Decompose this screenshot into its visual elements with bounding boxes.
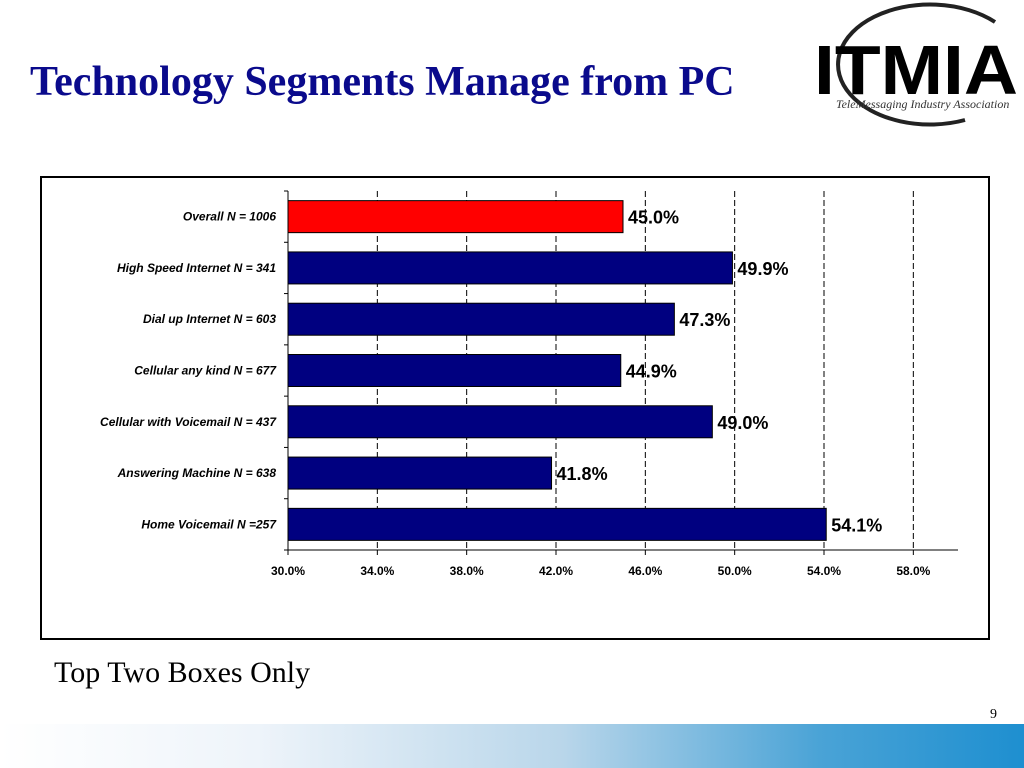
- bar: [287, 405, 713, 439]
- logo-swoosh: [836, 2, 997, 127]
- labels: Overall N = 1006 45.0% High Speed Internet…: [100, 208, 931, 578]
- bar: [287, 251, 733, 285]
- chart-frame: Overall N = 1006 45.0% High Speed Internet…: [40, 176, 990, 640]
- footnote: Top Two Boxes Only: [54, 656, 311, 689]
- category-label: Cellular with Voicemail N = 437: [100, 415, 277, 429]
- category-label: Dial up Internet N = 603: [143, 312, 276, 326]
- bar: [287, 354, 622, 387]
- bottom-gradient-band: [0, 724, 1024, 768]
- x-tick-label: 46.0%: [628, 564, 662, 578]
- x-tick-label: 54.0%: [807, 564, 841, 578]
- bar: [287, 200, 624, 234]
- x-tick-label: 58.0%: [896, 564, 930, 578]
- x-tick-label: 30.0%: [271, 564, 305, 578]
- x-tick-label: 42.0%: [539, 564, 573, 578]
- x-tick-label: 38.0%: [450, 564, 484, 578]
- data-label: 44.9%: [626, 362, 677, 382]
- x-tick-label: 50.0%: [718, 564, 752, 578]
- itmia-logo: ITMIA TeleMessaging Industry Association: [814, 2, 1018, 127]
- bar-chart: Overall N = 1006 45.0% High Speed Internet…: [100, 190, 958, 578]
- x-tick-label: 34.0%: [360, 564, 394, 578]
- data-label: 45.0%: [628, 208, 679, 228]
- data-label: 54.1%: [831, 515, 882, 535]
- bar: [287, 507, 827, 541]
- bars: [287, 200, 827, 541]
- grid-lines: [376, 191, 914, 550]
- category-label: High Speed Internet N = 341: [117, 261, 276, 275]
- data-label: 49.0%: [717, 413, 768, 433]
- page-number: 9: [990, 707, 997, 722]
- category-label: Answering Machine N = 638: [117, 466, 277, 480]
- logo-text: ITMIA: [814, 31, 1018, 109]
- bar: [287, 456, 553, 490]
- logo-tagline: TeleMessaging Industry Association: [836, 97, 1009, 111]
- category-label: Home Voicemail N =257: [141, 517, 277, 531]
- category-label: Cellular any kind N = 677: [134, 364, 277, 378]
- data-label: 41.8%: [557, 464, 608, 484]
- data-label: 49.9%: [737, 259, 788, 279]
- data-label: 47.3%: [679, 310, 730, 330]
- axes: [284, 190, 958, 555]
- category-label: Overall N = 1006: [183, 210, 276, 224]
- slide-title: Technology Segments Manage from PC: [30, 59, 735, 105]
- bar: [287, 302, 675, 336]
